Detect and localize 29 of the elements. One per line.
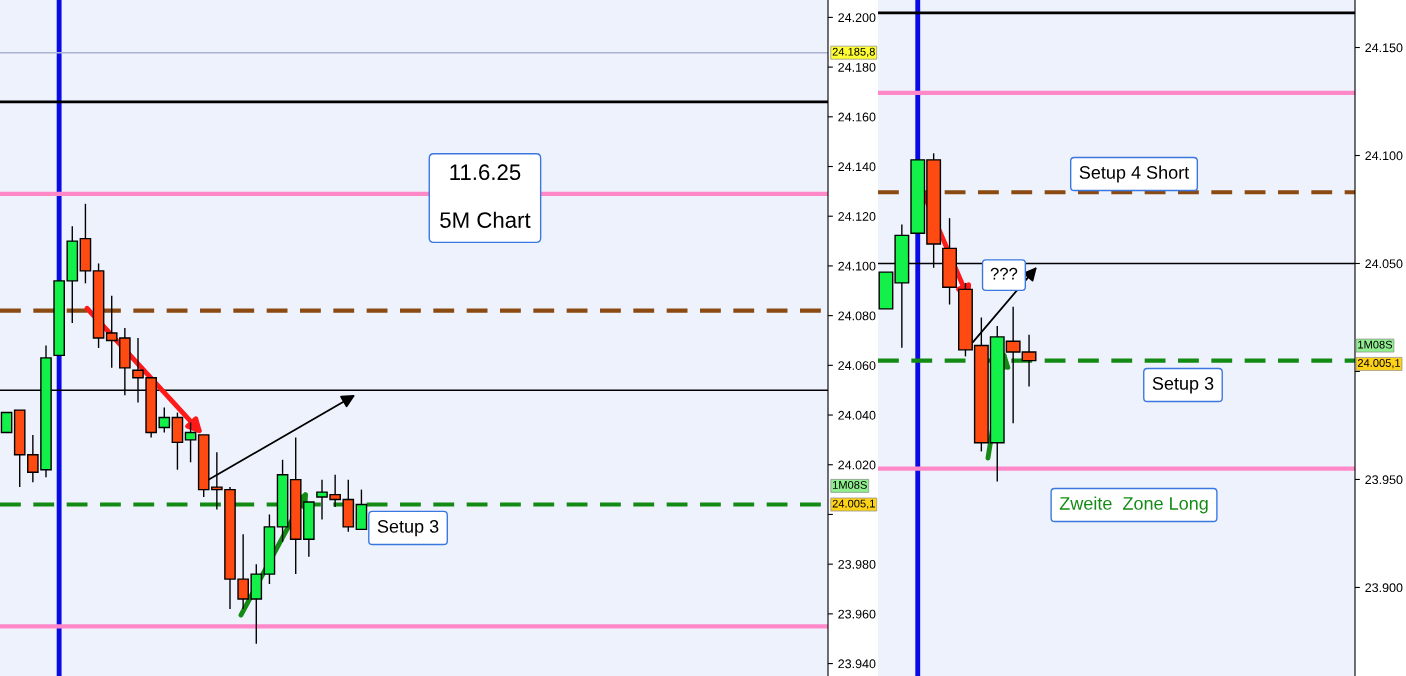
y-tick-label: 23.950 xyxy=(1365,475,1403,485)
text: 11.6.25 5M Chart xyxy=(440,164,531,228)
annotation: Setup 4 Short xyxy=(1079,165,1190,183)
y-tick-label: 24.040 xyxy=(838,410,876,420)
text: 24.185,8 xyxy=(832,47,875,57)
y-tick-label: 24.080 xyxy=(838,311,876,321)
text: 1M08S xyxy=(832,480,867,489)
y-tick-label: 23.900 xyxy=(1365,583,1403,593)
y-tick-label: 23.960 xyxy=(838,609,876,619)
y-tick-label: 23.940 xyxy=(838,659,876,669)
y-tick-label: 24.160 xyxy=(838,112,876,122)
y-tick-label: 24.100 xyxy=(838,261,876,271)
y-tick-label: 24.200 xyxy=(838,13,876,23)
y-tick-label: 24.180 xyxy=(838,62,876,72)
y-tick-label: 24.140 xyxy=(838,162,876,172)
annotation: Setup 3 xyxy=(1152,377,1214,394)
y-tick-label: 24.150 xyxy=(1365,43,1403,53)
text: 24.005,1 xyxy=(1357,359,1401,369)
text: 24.005,1 xyxy=(832,499,875,509)
y-tick-label: 24.120 xyxy=(838,212,876,221)
y-tick-label: 24.050 xyxy=(1365,259,1403,269)
y-tick-label: 24.060 xyxy=(838,361,876,370)
annotation: Zweite Zone Long xyxy=(1059,496,1208,514)
annotation: Setup 3 xyxy=(377,520,439,537)
annotation: ??? xyxy=(990,267,1018,280)
y-tick-label: 24.020 xyxy=(838,460,876,470)
y-tick-label: 24.100 xyxy=(1365,151,1403,161)
text: 1M08S xyxy=(1358,340,1393,349)
y-tick-label: 23.980 xyxy=(838,559,876,569)
